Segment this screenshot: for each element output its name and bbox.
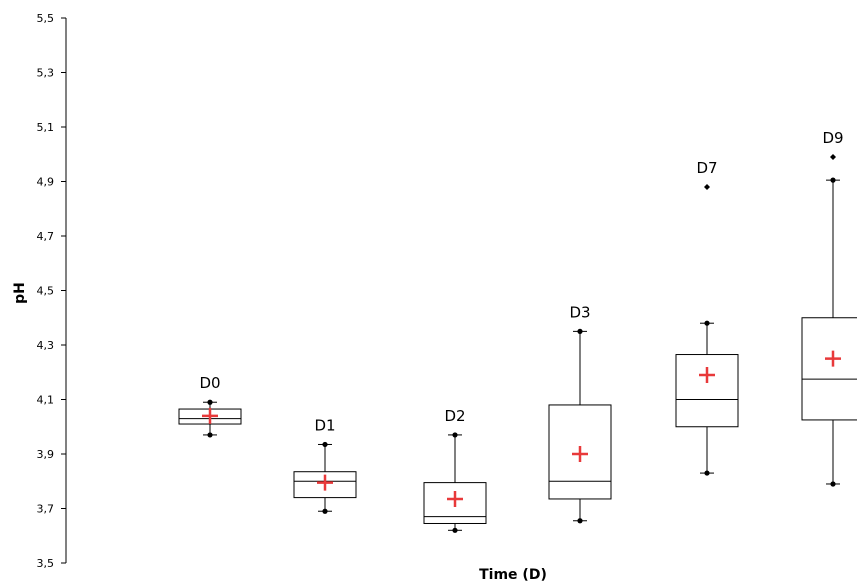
box-d3: D3 xyxy=(548,303,612,524)
box-series: D0 D1 D2 D3 D7 D9 xyxy=(178,129,857,533)
mean-marker xyxy=(699,366,715,383)
interquartile-box xyxy=(675,354,739,428)
max-point xyxy=(207,399,213,405)
y-axis: 3,5 3,7 3,9 4,1 4,3 4,5 4,7 4,9 5,1 5,3 5,5 xyxy=(37,12,67,570)
max-point xyxy=(452,432,458,438)
category-label: D3 xyxy=(569,303,590,321)
mean-marker xyxy=(572,446,588,462)
min-point xyxy=(207,432,213,438)
outlier-point xyxy=(830,153,836,160)
y-tick-label: 4,1 xyxy=(37,394,55,407)
min-point xyxy=(704,470,710,476)
max-point xyxy=(704,320,710,326)
box-d1: D1 xyxy=(293,416,357,514)
interquartile-box xyxy=(801,317,857,421)
y-tick-label: 3,9 xyxy=(37,448,55,461)
box-d0: D0 xyxy=(178,374,242,438)
min-point xyxy=(322,508,328,514)
category-label: D9 xyxy=(822,129,843,147)
box-d2: D2 xyxy=(423,407,487,533)
box-d7: D7 xyxy=(675,159,739,476)
y-tick-label: 4,3 xyxy=(37,339,55,352)
max-point xyxy=(322,441,328,448)
max-point xyxy=(577,328,583,334)
x-axis-title: Time (D) xyxy=(479,567,547,583)
y-tick-label: 4,9 xyxy=(37,176,55,189)
mean-marker xyxy=(202,407,218,424)
category-label: D1 xyxy=(314,416,335,434)
min-point xyxy=(577,518,583,524)
y-tick-label: 4,5 xyxy=(37,285,55,298)
y-tick-label: 5,1 xyxy=(37,121,55,134)
category-label: D0 xyxy=(199,374,220,392)
y-tick-label: 4,7 xyxy=(37,230,55,243)
box-d9: D9 xyxy=(801,129,857,487)
mean-marker xyxy=(825,350,841,367)
max-point xyxy=(830,177,836,183)
min-point xyxy=(830,481,836,487)
y-tick-label: 3,7 xyxy=(37,503,55,516)
y-tick-label: 5,5 xyxy=(37,12,55,25)
outlier-point xyxy=(704,183,710,190)
y-tick-label: 3,5 xyxy=(37,557,55,570)
min-point xyxy=(452,527,458,533)
y-tick-label: 5,3 xyxy=(37,67,55,80)
mean-marker xyxy=(447,490,463,507)
category-label: D2 xyxy=(444,407,465,425)
category-label: D7 xyxy=(696,159,717,177)
mean-marker xyxy=(317,474,333,491)
y-axis-title: pH xyxy=(12,282,28,304)
